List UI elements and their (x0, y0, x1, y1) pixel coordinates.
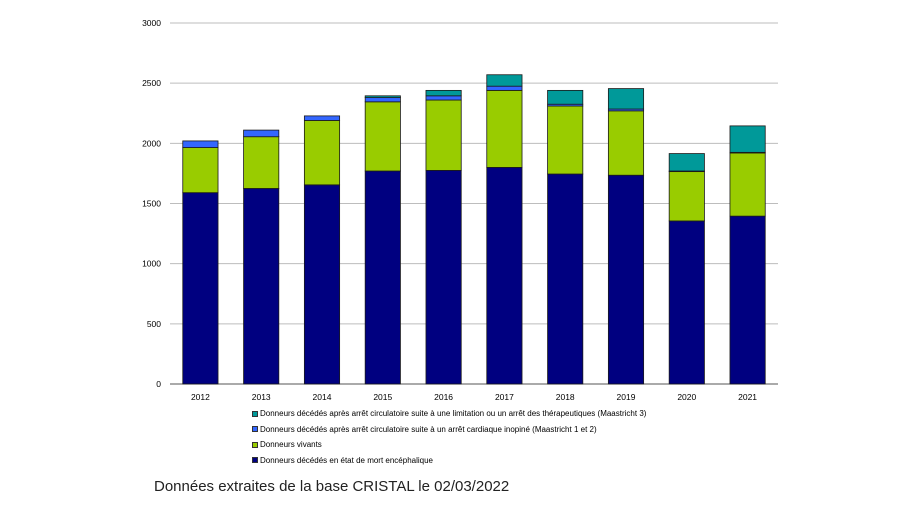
bar-segment-2015-s1 (364, 101, 401, 172)
legend-label: Donneurs décédés après arrêt circulatoir… (260, 409, 647, 418)
bar-segment-2017-s2 (486, 85, 523, 91)
y-tick-label: 500 (147, 319, 161, 329)
bar-segment-2012-s2 (182, 140, 219, 148)
y-tick-label: 2500 (142, 78, 161, 88)
x-tick-label: 2012 (191, 392, 210, 400)
bar-segment-2019-s0 (607, 174, 645, 385)
legend-item: Donneurs vivants (252, 437, 646, 453)
legend-label: Donneurs décédés en état de mort encépha… (260, 455, 434, 465)
legend-swatch (252, 410, 258, 417)
bar-segment-2021-s1 (729, 152, 766, 217)
y-tick-labels: 0 500 1000 1500 2000 2500 3000 (142, 18, 161, 389)
x-tick-label: 2019 (617, 392, 636, 400)
bar-segment-2021-s0 (729, 215, 766, 385)
bar-segment-2020-s1 (668, 171, 705, 222)
legend-swatch (252, 426, 258, 433)
y-tick-label: 0 (156, 379, 161, 389)
y-tick-label: 1500 (142, 199, 161, 209)
bar-segment-2016-s3 (425, 89, 462, 97)
bar-segment-2020-s0 (668, 220, 705, 385)
x-tick-label: 2017 (495, 392, 514, 400)
x-tick-label: 2015 (373, 392, 392, 400)
bar-segment-2013-s1 (243, 136, 280, 189)
bar-segment-2017-s3 (486, 74, 523, 87)
y-tick-label: 3000 (142, 18, 161, 28)
legend-item: Donneurs décédés après arrêt circulatoir… (252, 406, 646, 422)
bar-segment-2012-s1 (182, 147, 219, 194)
bar-segment-2014-s0 (303, 184, 341, 385)
bar-segment-2013-s2 (243, 129, 280, 138)
y-tick-label: 2000 (142, 138, 161, 148)
bar-segment-2016-s1 (425, 99, 462, 171)
bar-segment-2018-s0 (547, 173, 584, 385)
x-tick-label: 2013 (252, 392, 271, 400)
legend-label: Donneurs décédés après arrêt circulatoir… (260, 424, 597, 434)
x-tick-label: 2020 (677, 392, 696, 400)
legend-item: Donneurs décédés en état de mort encépha… (252, 453, 646, 469)
bar-segment-2013-s0 (243, 188, 280, 385)
legend-label: Donneurs vivants (260, 440, 322, 449)
x-tick-label: 2014 (313, 392, 332, 400)
bar-segment-2014-s2 (303, 115, 341, 121)
x-tick-label: 2021 (738, 392, 757, 400)
legend-swatch (252, 457, 258, 464)
caption: Données extraites de la base CRISTAL le … (154, 478, 510, 495)
bar-segment-2012-s0 (182, 192, 219, 385)
bar-segment-2018-s1 (547, 105, 584, 175)
bar-segment-2015-s2 (364, 97, 401, 103)
x-tick-label: 2016 (434, 392, 453, 400)
bar-segment-2019-s3 (607, 88, 645, 110)
bar-segment-2019-s1 (607, 110, 645, 176)
x-tick-labels: 2012 2013 2014 2015 2016 2017 2018 2019 2020 2021 (191, 392, 757, 400)
legend-item: Donneurs décédés après arrêt circulatoir… (252, 422, 646, 438)
bar-segment-2014-s1 (303, 120, 341, 186)
bars (182, 74, 766, 385)
bar-segment-2017-s1 (486, 89, 523, 168)
bar-segment-2015-s0 (364, 170, 401, 385)
bar-segment-2016-s0 (425, 170, 462, 385)
bar-segment-2017-s0 (486, 166, 523, 385)
bar-segment-2015-s3 (364, 95, 401, 99)
bar-segment-2016-s2 (425, 95, 462, 101)
bar-segment-2021-s3 (729, 125, 766, 153)
bar-segment-2020-s3 (668, 153, 705, 172)
x-tick-label: 2018 (556, 392, 575, 400)
bar-segment-2018-s3 (547, 89, 584, 105)
legend-swatch (252, 441, 258, 448)
legend: Donneurs décédés après arrêt circulatoir… (252, 406, 646, 468)
y-tick-label: 1000 (142, 259, 161, 269)
